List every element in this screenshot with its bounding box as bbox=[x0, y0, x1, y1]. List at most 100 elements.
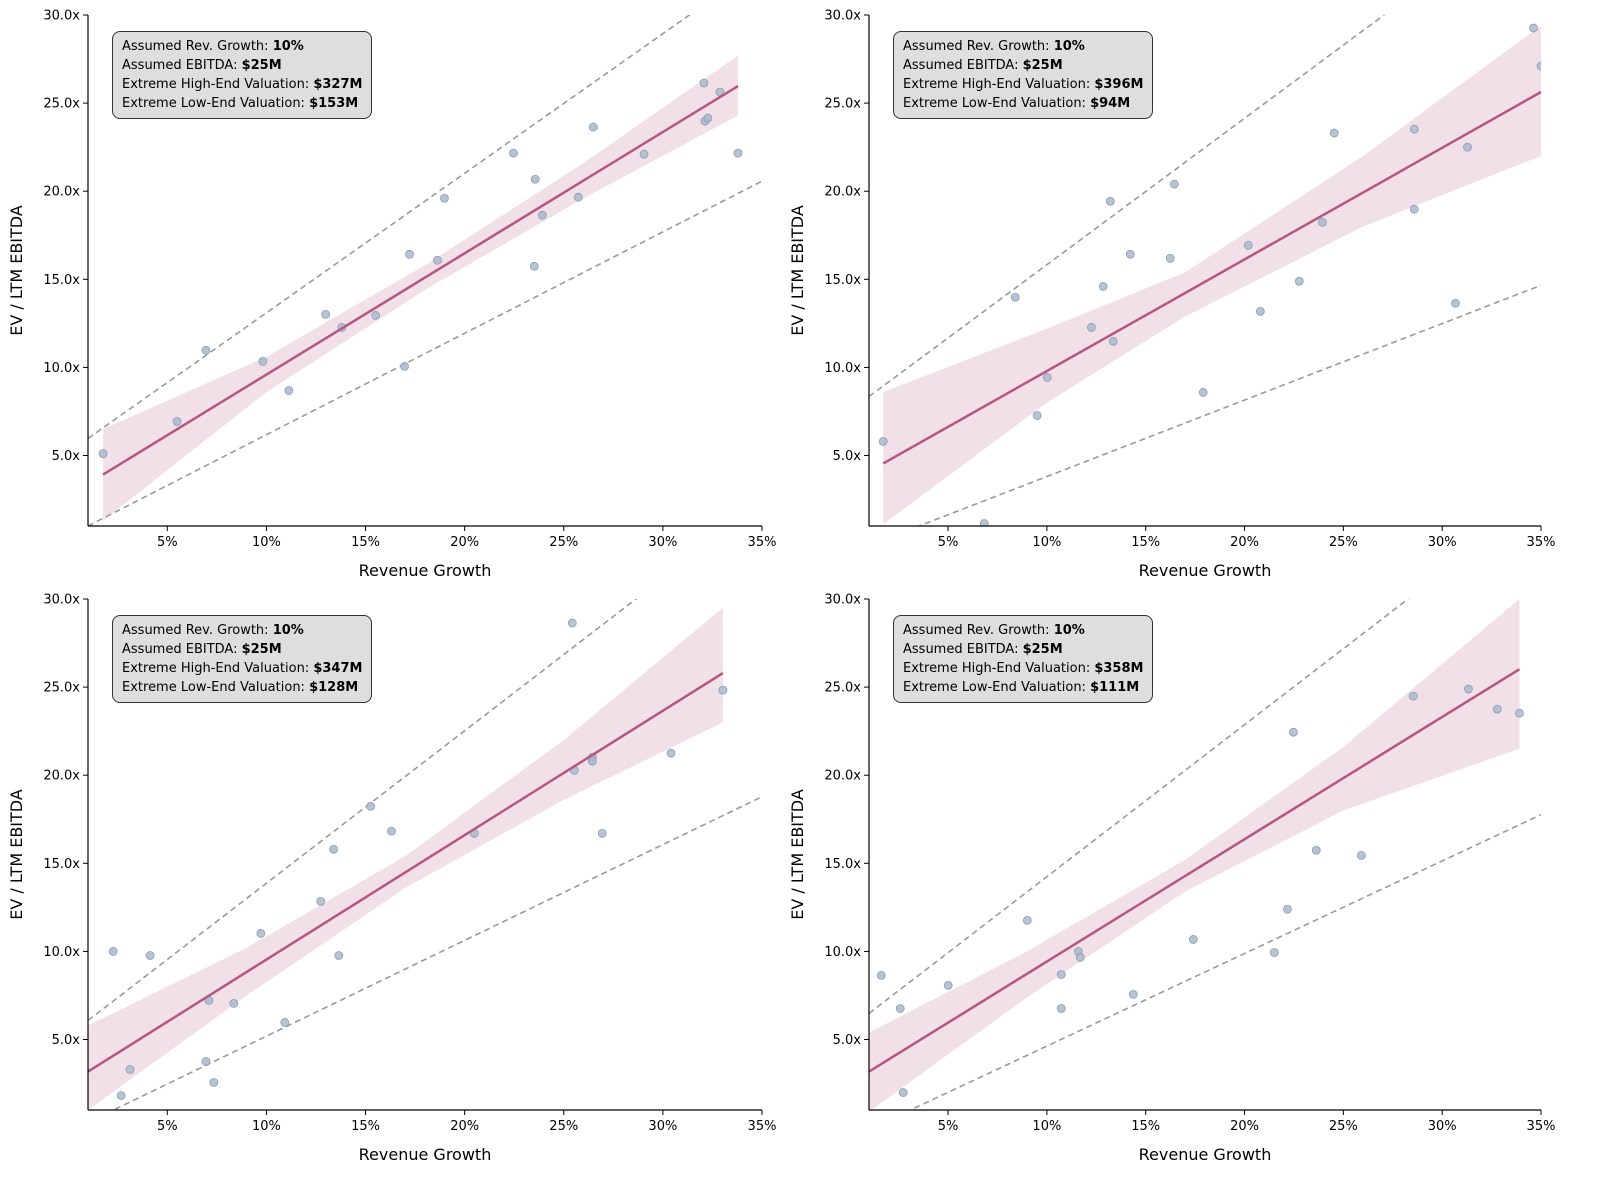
y-tick-label: 20.0x bbox=[824, 769, 861, 784]
data-point bbox=[1108, 336, 1118, 346]
data-point bbox=[329, 844, 339, 854]
x-tick-label: 15% bbox=[351, 535, 380, 550]
y-tick-label: 15.0x bbox=[43, 273, 80, 288]
x-tick-label: 10% bbox=[252, 1119, 281, 1134]
annotation-value: $25M bbox=[1022, 58, 1063, 73]
annotation-label: Extreme High-End Valuation: bbox=[122, 77, 314, 92]
x-tick-label: 15% bbox=[1131, 535, 1160, 550]
x-axis-label: Revenue Growth bbox=[359, 561, 492, 580]
data-point bbox=[733, 148, 743, 158]
y-tick-label: 25.0x bbox=[43, 97, 80, 112]
data-point bbox=[1451, 298, 1460, 308]
data-point bbox=[1529, 23, 1538, 33]
y-tick-label: 5.0x bbox=[833, 449, 862, 464]
y-tick-label: 5.0x bbox=[52, 449, 81, 464]
annotation-label: Assumed EBITDA: bbox=[903, 58, 1023, 73]
data-point bbox=[316, 896, 326, 906]
x-tick-label: 20% bbox=[1230, 535, 1259, 550]
data-point bbox=[573, 192, 583, 202]
regression-line bbox=[882, 90, 1541, 465]
data-point bbox=[258, 357, 268, 366]
x-tick-label: 25% bbox=[1329, 535, 1358, 550]
annotation-line: Assumed Rev. Growth: 10% bbox=[122, 621, 362, 640]
data-point bbox=[1492, 704, 1502, 714]
y-tick-label: 30.0x bbox=[824, 593, 861, 608]
annotation-value: $25M bbox=[241, 642, 282, 657]
plot-area bbox=[869, 599, 1541, 1110]
y-axis-label: EV / LTM EBITDA bbox=[788, 789, 807, 920]
annotation-label: Extreme Low-End Valuation: bbox=[122, 680, 310, 695]
data-point bbox=[1198, 388, 1208, 397]
annotation-line: Extreme Low-End Valuation: $94M bbox=[903, 94, 1143, 113]
annotation-label: Assumed Rev. Growth: bbox=[903, 39, 1054, 54]
data-point bbox=[280, 1018, 290, 1027]
annotation-value: 10% bbox=[272, 623, 304, 638]
annotation-label: Assumed Rev. Growth: bbox=[903, 623, 1054, 638]
plot-area bbox=[869, 15, 1541, 526]
annotation-line: Extreme Low-End Valuation: $153M bbox=[122, 94, 362, 113]
y-tick-label: 10.0x bbox=[43, 945, 80, 960]
annotation-value: $396M bbox=[1094, 77, 1144, 92]
data-point bbox=[1056, 1004, 1066, 1013]
annotation-value: $25M bbox=[1022, 642, 1063, 657]
y-tick-label: 5.0x bbox=[833, 1033, 862, 1048]
data-point bbox=[1098, 281, 1108, 291]
y-axis-label: EV / LTM EBITDA bbox=[7, 205, 26, 336]
data-point bbox=[125, 1065, 135, 1074]
data-point bbox=[400, 361, 409, 371]
data-point bbox=[145, 951, 155, 960]
annotation-value: 10% bbox=[272, 39, 304, 54]
upper-bound-line bbox=[869, 599, 1410, 1015]
data-point bbox=[1032, 411, 1042, 420]
x-tick-label: 5% bbox=[938, 535, 959, 550]
data-point bbox=[597, 828, 607, 838]
data-point bbox=[898, 1088, 908, 1097]
upper-bound-line bbox=[88, 599, 638, 1022]
data-point bbox=[699, 78, 709, 88]
x-tick-label: 35% bbox=[1527, 535, 1556, 550]
data-point bbox=[1408, 691, 1418, 701]
data-point bbox=[387, 826, 396, 836]
data-point bbox=[116, 1091, 126, 1100]
data-point bbox=[1409, 124, 1419, 134]
subplot-2: 5% 10% 15% 20% 25% 30% 35% 5.0x 10.0x 15.0x 20.0x 2… bbox=[788, 9, 1556, 581]
confidence-band bbox=[869, 599, 1520, 1110]
y-tick-label: 15.0x bbox=[824, 273, 861, 288]
annotation-line: Extreme High-End Valuation: $396M bbox=[903, 75, 1143, 94]
x-tick-label: 15% bbox=[1131, 1119, 1160, 1134]
regression-line bbox=[102, 84, 739, 476]
data-point bbox=[229, 998, 239, 1008]
annotation-label: Extreme High-End Valuation: bbox=[903, 661, 1095, 676]
plot-area bbox=[88, 599, 762, 1110]
data-point bbox=[878, 437, 888, 446]
annotation-line: Assumed EBITDA: $25M bbox=[903, 56, 1143, 75]
data-point bbox=[201, 345, 211, 355]
annotation-label: Assumed EBITDA: bbox=[122, 58, 242, 73]
data-point bbox=[529, 261, 539, 271]
confidence-band bbox=[883, 25, 1541, 525]
data-point bbox=[1165, 253, 1175, 263]
annotation-box: Assumed Rev. Growth: 10% Assumed EBITDA: … bbox=[893, 31, 1154, 119]
y-tick-label: 20.0x bbox=[824, 185, 861, 200]
lower-bound-line bbox=[908, 813, 1541, 1110]
data-point bbox=[1409, 204, 1419, 214]
x-axis-label: Revenue Growth bbox=[1139, 561, 1272, 580]
y-tick-label: 15.0x bbox=[824, 857, 861, 872]
data-point bbox=[1464, 684, 1473, 694]
x-tick-label: 30% bbox=[648, 535, 677, 550]
data-point bbox=[588, 122, 598, 132]
annotation-label: Assumed EBITDA: bbox=[903, 642, 1023, 657]
data-point bbox=[1056, 970, 1066, 979]
confidence-band bbox=[88, 607, 723, 1110]
data-point bbox=[1318, 217, 1327, 227]
x-tick-label: 20% bbox=[450, 1119, 479, 1134]
data-point bbox=[334, 951, 344, 960]
data-point bbox=[537, 210, 547, 220]
data-point bbox=[1010, 292, 1020, 302]
data-point bbox=[639, 149, 649, 159]
data-point bbox=[1105, 196, 1115, 206]
data-point bbox=[666, 748, 676, 758]
annotation-value: $358M bbox=[1094, 661, 1144, 676]
x-tick-label: 5% bbox=[157, 535, 178, 550]
